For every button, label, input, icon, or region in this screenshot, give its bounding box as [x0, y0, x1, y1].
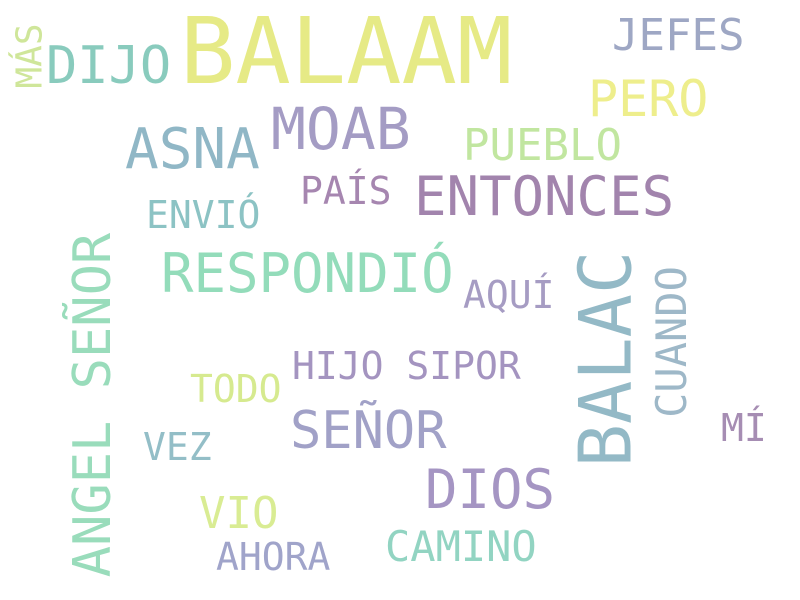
word-pueblo: PUEBLO	[463, 120, 622, 171]
word-vez: VEZ	[143, 425, 212, 469]
word-balac: BALAC	[563, 250, 648, 468]
word-envio: ENVIÓ	[146, 193, 261, 237]
word-cuando: CUANDO	[646, 266, 696, 418]
word-mi: MÍ	[721, 406, 767, 450]
word-balaam: BALAAM	[180, 0, 513, 105]
word-asna: ASNA	[125, 117, 260, 182]
word-dios: DIOS	[425, 458, 556, 521]
word-pero: PERO	[588, 70, 709, 128]
word-hijo-sipor: HIJO SIPOR	[292, 344, 521, 388]
word-aqui: AQUÍ	[463, 273, 555, 317]
word-senor: SEÑOR	[290, 401, 447, 461]
word-moab: MOAB	[271, 95, 411, 163]
word-entonces: ENTONCES	[414, 165, 675, 228]
word-mas: MÁS	[9, 23, 51, 89]
word-pais: PAÍS	[300, 169, 392, 213]
word-respondio: RESPONDIÓ	[161, 242, 454, 305]
word-dijo: DIJO	[46, 36, 172, 96]
word-angel-senor: ANGEL SEÑOR	[63, 232, 124, 578]
word-camino: CAMINO	[385, 522, 537, 571]
word-jefes: JEFES	[612, 10, 745, 61]
word-todo: TODO	[190, 367, 282, 411]
word-vio: VIO	[199, 488, 279, 539]
word-ahora: AHORA	[216, 535, 331, 579]
